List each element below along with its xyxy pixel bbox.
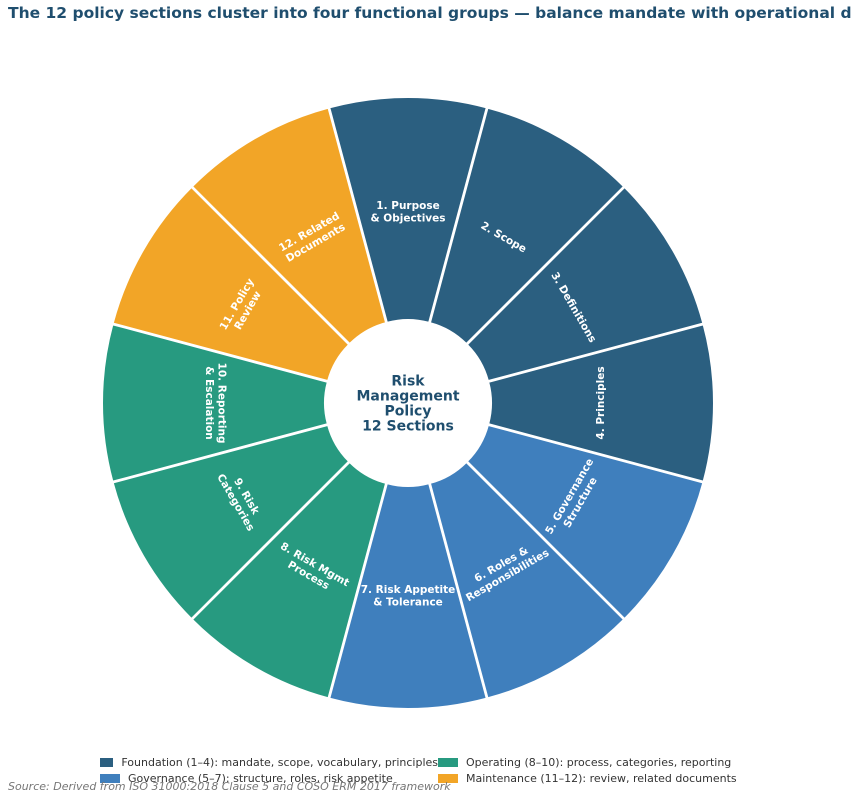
segment-12 <box>191 107 387 345</box>
segment-8 <box>191 461 387 699</box>
segment-5 <box>466 424 704 620</box>
legend-item-operating: Operating (8–10): process, categories, r… <box>438 755 738 769</box>
center-label: Risk Management Policy 12 Sections <box>356 374 459 435</box>
segment-7 <box>329 483 487 709</box>
legend-item-foundation: Foundation (1–4): mandate, scope, vocabu… <box>100 755 438 769</box>
segment-3 <box>466 186 704 382</box>
segment-6 <box>429 461 625 699</box>
legend-label: Governance (5–7): structure, roles, risk… <box>128 771 393 785</box>
segment-label-10: 10. Reporting& Escalation <box>203 363 228 444</box>
legend: Foundation (1–4): mandate, scope, vocabu… <box>100 755 738 785</box>
legend-swatch <box>100 773 120 783</box>
segment-4 <box>488 324 714 482</box>
legend-item-governance: Governance (5–7): structure, roles, risk… <box>100 771 438 785</box>
legend-swatch <box>100 757 114 767</box>
legend-swatch <box>438 773 458 783</box>
legend-label: Maintenance (11–12): review, related doc… <box>466 771 737 785</box>
segment-1 <box>329 97 487 323</box>
segment-11 <box>112 186 350 382</box>
segment-label-4: 4. Principles <box>595 366 607 439</box>
segment-2 <box>429 107 625 345</box>
segment-label-1: 1. Purpose & Objectives <box>370 200 445 225</box>
segment-10 <box>102 324 328 482</box>
legend-item-maintenance: Maintenance (11–12): review, related doc… <box>438 771 738 785</box>
legend-label: Operating (8–10): process, categories, r… <box>466 755 732 769</box>
source-note: Source: Derived from ISO 31000:2018 Clau… <box>8 780 451 793</box>
legend-swatch <box>438 757 458 767</box>
segment-label-7: 7. Risk Appetite & Tolerance <box>361 584 456 609</box>
legend-label: Foundation (1–4): mandate, scope, vocabu… <box>121 755 438 769</box>
segment-9 <box>112 424 350 620</box>
chart-title: The 12 policy sections cluster into four… <box>8 4 852 22</box>
center-hole <box>330 325 486 481</box>
